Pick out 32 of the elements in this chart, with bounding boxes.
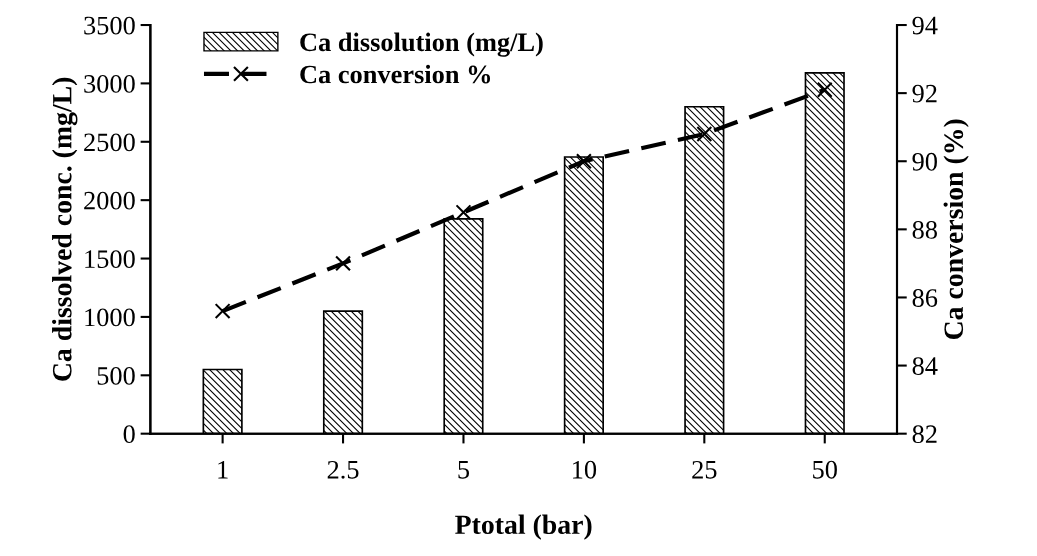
legend-label: Ca conversion % xyxy=(300,64,491,84)
y-tick-label: 500 xyxy=(97,366,135,385)
point xyxy=(575,153,592,170)
x-tick-label: 50 xyxy=(813,460,837,479)
point xyxy=(455,204,472,221)
y-tick-label: 1500 xyxy=(85,250,135,268)
y2-tick-label: 82 xyxy=(912,425,937,444)
y2-tick-label: 86 xyxy=(912,289,938,307)
y-tick-label: 3000 xyxy=(84,75,135,93)
point xyxy=(696,126,713,142)
y-tick-label: 1000 xyxy=(85,308,135,327)
y-tick-label: 2000 xyxy=(84,191,135,210)
x-axis-title: Ptotal (bar) xyxy=(455,514,592,540)
y2-tick-label: 90 xyxy=(912,152,937,171)
x-tick-label: 10 xyxy=(573,460,597,479)
y-axis-title: Ca dissolved conc. (mg/L) xyxy=(52,77,78,381)
x-tick-label: 25 xyxy=(692,460,717,479)
y-tick-label: 2500 xyxy=(84,133,135,152)
y2-axis-title: Ca conversion (%) xyxy=(943,119,969,340)
point xyxy=(335,255,352,272)
x-tick-label: 5 xyxy=(458,461,470,479)
point xyxy=(816,81,833,98)
y2-tick-label: 88 xyxy=(912,220,937,239)
y2-tick-label: 84 xyxy=(912,357,938,375)
y2-tick-label: 94 xyxy=(912,16,938,35)
x-tick-label: 2.5 xyxy=(327,460,359,479)
point xyxy=(214,303,231,320)
y-tick-label: 0 xyxy=(123,425,135,444)
x-tick-label: 1 xyxy=(218,460,228,479)
legend-label: Ca dissolution (mg/L) xyxy=(300,32,543,57)
y2-tick-label: 92 xyxy=(912,84,937,103)
y-tick-label: 3500 xyxy=(84,16,135,35)
